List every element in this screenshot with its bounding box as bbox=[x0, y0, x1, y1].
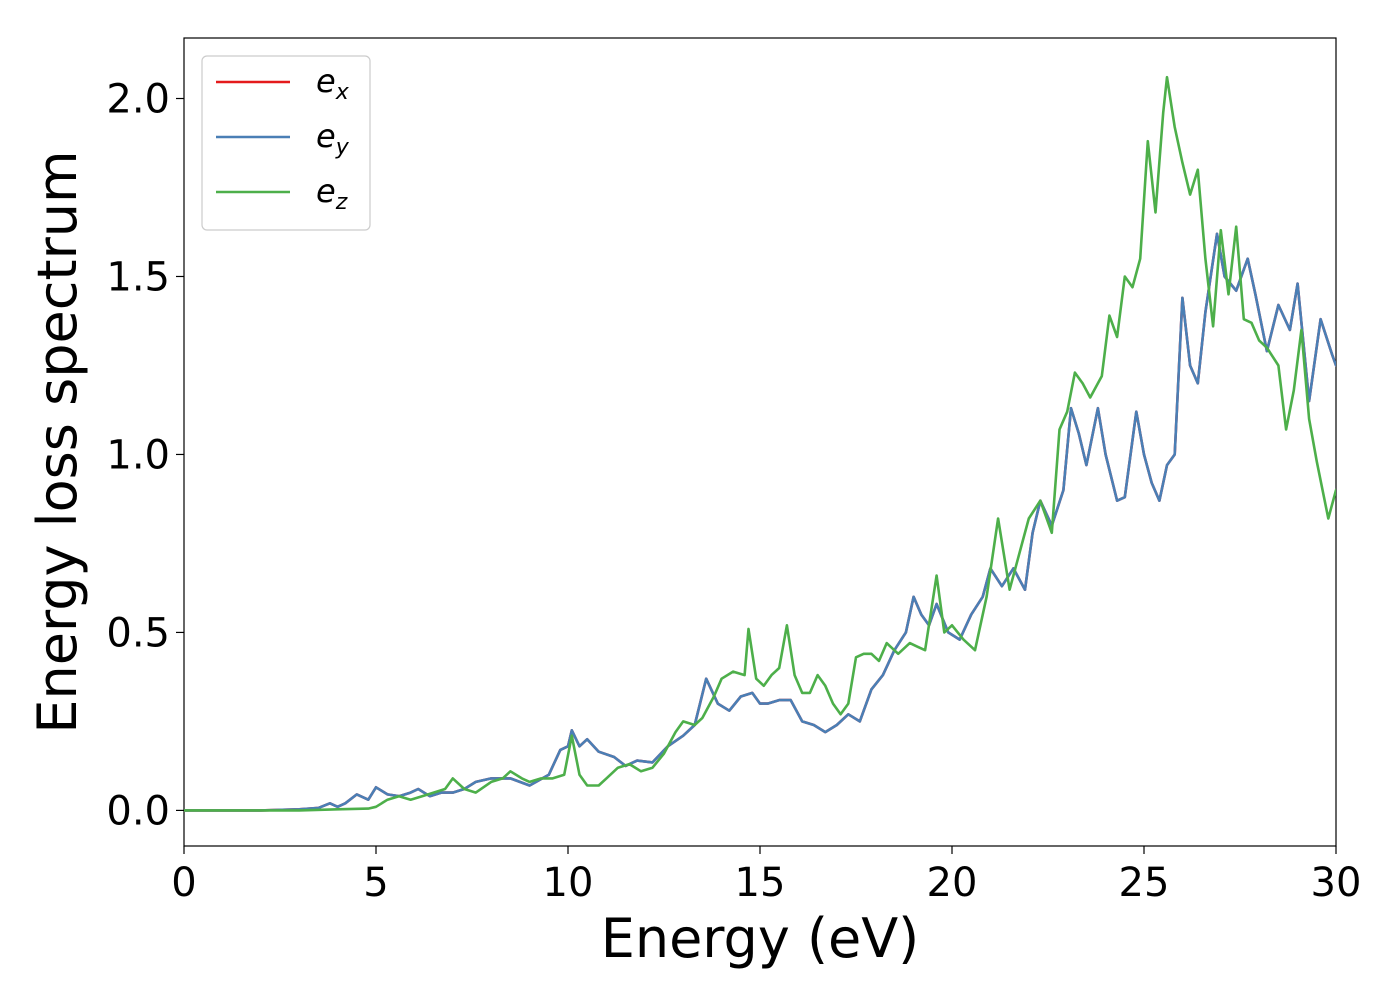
x-tick-label: 20 bbox=[927, 860, 978, 906]
y-tick-label: 0.5 bbox=[106, 610, 170, 656]
x-tick-label: 30 bbox=[1311, 860, 1362, 906]
x-axis-label: Energy (eV) bbox=[601, 907, 920, 970]
x-tick-label: 25 bbox=[1119, 860, 1170, 906]
y-axis-label: Energy loss spectrum bbox=[26, 150, 89, 733]
y-tick-label: 1.5 bbox=[106, 254, 170, 300]
x-axis-ticks: 0 5 10 15 20 25 30 bbox=[171, 846, 1361, 906]
x-tick-label: 10 bbox=[543, 860, 594, 906]
y-axis-ticks: 0.0 0.5 1.0 1.5 2.0 bbox=[106, 77, 184, 834]
series-line-ey bbox=[184, 232, 1336, 812]
y-tick-label: 1.0 bbox=[106, 432, 170, 478]
x-tick-label: 0 bbox=[171, 860, 196, 906]
x-tick-label: 15 bbox=[735, 860, 786, 906]
legend-label-ey: ey bbox=[316, 117, 350, 160]
y-tick-label: 2.0 bbox=[106, 77, 170, 123]
legend: ex ey ez bbox=[201, 55, 371, 231]
legend-label-ez: ez bbox=[316, 172, 348, 215]
y-tick-label: 0.0 bbox=[106, 788, 170, 834]
series-layer bbox=[184, 75, 1336, 812]
x-tick-label: 5 bbox=[363, 860, 388, 906]
legend-box bbox=[201, 55, 371, 231]
series-line-ez bbox=[184, 75, 1336, 812]
legend-label-ex: ex bbox=[316, 62, 350, 105]
